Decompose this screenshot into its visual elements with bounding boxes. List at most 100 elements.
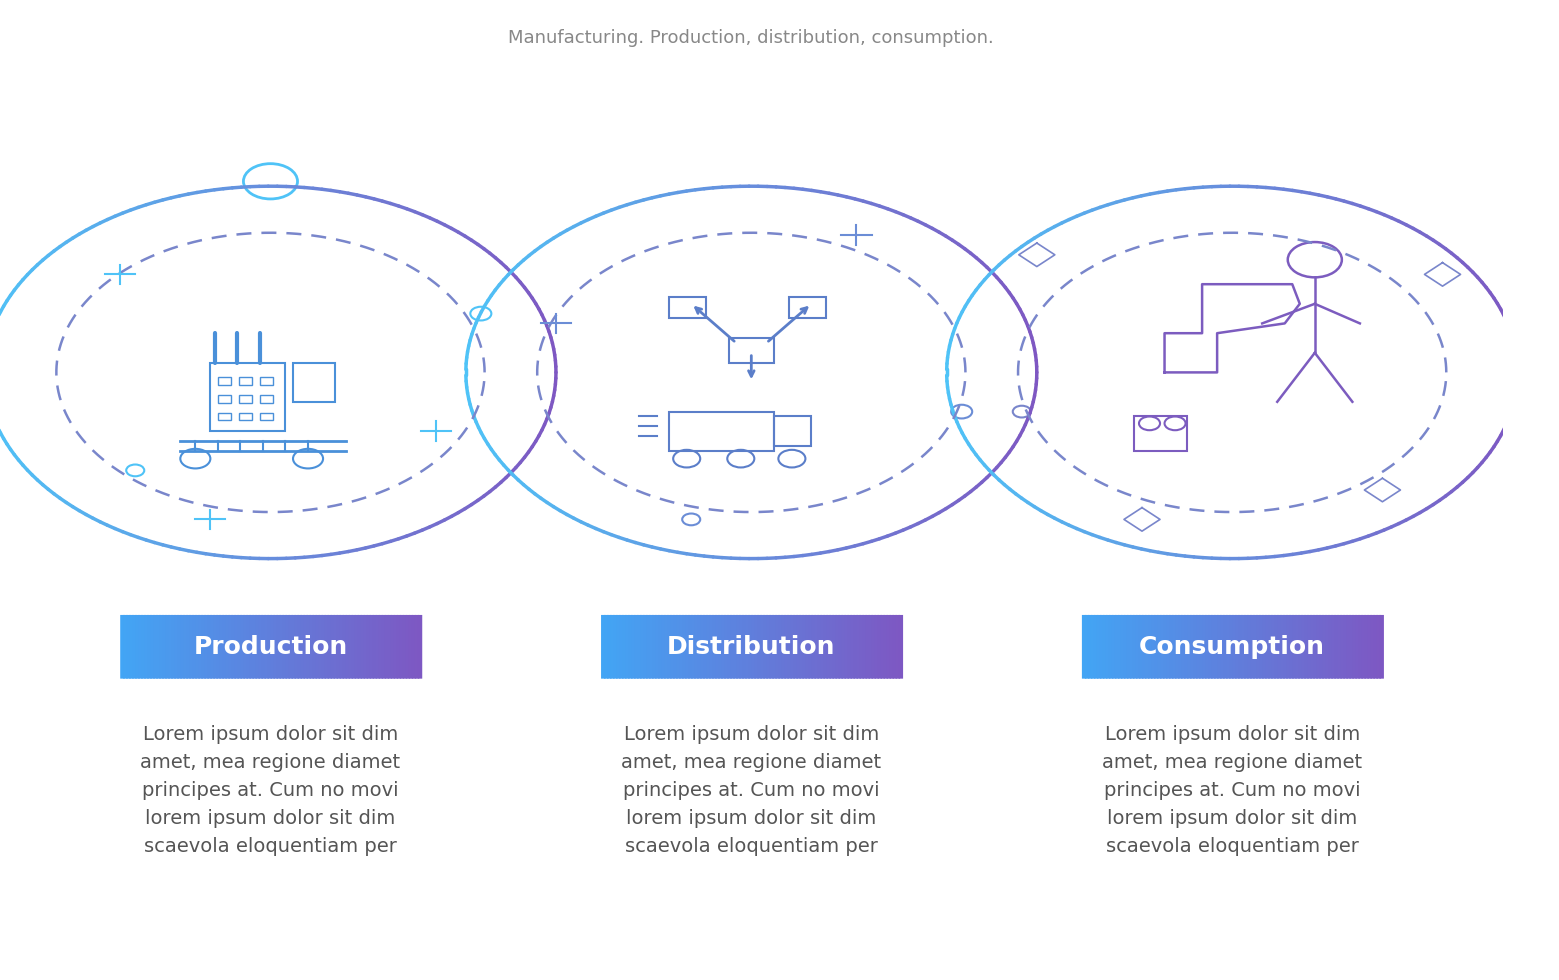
FancyBboxPatch shape xyxy=(240,615,245,678)
FancyBboxPatch shape xyxy=(288,615,293,678)
FancyBboxPatch shape xyxy=(1350,615,1353,678)
FancyBboxPatch shape xyxy=(207,615,212,678)
FancyBboxPatch shape xyxy=(709,615,714,678)
FancyBboxPatch shape xyxy=(722,615,726,678)
FancyBboxPatch shape xyxy=(616,615,620,678)
FancyBboxPatch shape xyxy=(1082,615,1087,678)
FancyBboxPatch shape xyxy=(745,615,750,678)
FancyBboxPatch shape xyxy=(139,615,143,678)
FancyBboxPatch shape xyxy=(282,615,287,678)
FancyBboxPatch shape xyxy=(292,615,296,678)
FancyBboxPatch shape xyxy=(171,615,176,678)
FancyBboxPatch shape xyxy=(820,615,825,678)
FancyBboxPatch shape xyxy=(726,615,731,678)
FancyBboxPatch shape xyxy=(210,615,215,678)
FancyBboxPatch shape xyxy=(217,615,221,678)
FancyBboxPatch shape xyxy=(1205,615,1210,678)
FancyBboxPatch shape xyxy=(1373,615,1378,678)
FancyBboxPatch shape xyxy=(312,615,316,678)
FancyBboxPatch shape xyxy=(142,615,145,678)
FancyBboxPatch shape xyxy=(871,615,876,678)
FancyBboxPatch shape xyxy=(748,615,753,678)
FancyBboxPatch shape xyxy=(352,615,355,678)
FancyBboxPatch shape xyxy=(270,615,274,678)
FancyBboxPatch shape xyxy=(733,615,737,678)
FancyBboxPatch shape xyxy=(686,615,689,678)
FancyBboxPatch shape xyxy=(622,615,627,678)
FancyBboxPatch shape xyxy=(259,615,263,678)
FancyBboxPatch shape xyxy=(884,615,889,678)
FancyBboxPatch shape xyxy=(1101,615,1104,678)
FancyBboxPatch shape xyxy=(363,615,368,678)
FancyBboxPatch shape xyxy=(1202,615,1207,678)
FancyBboxPatch shape xyxy=(1085,615,1090,678)
FancyBboxPatch shape xyxy=(742,615,747,678)
FancyBboxPatch shape xyxy=(357,615,362,678)
FancyBboxPatch shape xyxy=(694,615,698,678)
FancyBboxPatch shape xyxy=(1112,615,1116,678)
FancyBboxPatch shape xyxy=(268,615,271,678)
FancyBboxPatch shape xyxy=(875,615,879,678)
FancyBboxPatch shape xyxy=(865,615,870,678)
FancyBboxPatch shape xyxy=(1322,615,1327,678)
FancyBboxPatch shape xyxy=(641,615,644,678)
FancyBboxPatch shape xyxy=(736,615,741,678)
FancyBboxPatch shape xyxy=(1182,615,1185,678)
FancyBboxPatch shape xyxy=(1358,615,1363,678)
FancyBboxPatch shape xyxy=(1244,615,1249,678)
FancyBboxPatch shape xyxy=(1257,615,1261,678)
FancyBboxPatch shape xyxy=(1296,615,1300,678)
FancyBboxPatch shape xyxy=(1347,615,1350,678)
FancyBboxPatch shape xyxy=(1193,615,1197,678)
FancyBboxPatch shape xyxy=(1308,615,1311,678)
FancyBboxPatch shape xyxy=(1118,615,1122,678)
FancyBboxPatch shape xyxy=(1352,615,1356,678)
FancyBboxPatch shape xyxy=(276,615,281,678)
FancyBboxPatch shape xyxy=(803,615,808,678)
FancyBboxPatch shape xyxy=(848,615,851,678)
FancyBboxPatch shape xyxy=(415,615,419,678)
FancyBboxPatch shape xyxy=(691,615,695,678)
FancyBboxPatch shape xyxy=(126,615,131,678)
FancyBboxPatch shape xyxy=(1344,615,1349,678)
FancyBboxPatch shape xyxy=(1238,615,1243,678)
Text: Consumption: Consumption xyxy=(1140,635,1325,659)
FancyBboxPatch shape xyxy=(1277,615,1281,678)
FancyBboxPatch shape xyxy=(220,615,224,678)
FancyBboxPatch shape xyxy=(327,615,332,678)
FancyBboxPatch shape xyxy=(712,615,717,678)
FancyBboxPatch shape xyxy=(1361,615,1366,678)
FancyBboxPatch shape xyxy=(285,615,290,678)
FancyBboxPatch shape xyxy=(145,615,148,678)
FancyBboxPatch shape xyxy=(839,615,843,678)
FancyBboxPatch shape xyxy=(829,615,834,678)
Text: Lorem ipsum dolor sit dim
amet, mea regione diamet
principes at. Cum no movi
lor: Lorem ipsum dolor sit dim amet, mea regi… xyxy=(1102,725,1363,857)
FancyBboxPatch shape xyxy=(700,615,705,678)
FancyBboxPatch shape xyxy=(1228,615,1233,678)
FancyBboxPatch shape xyxy=(253,615,257,678)
FancyBboxPatch shape xyxy=(613,615,617,678)
FancyBboxPatch shape xyxy=(1196,615,1200,678)
FancyBboxPatch shape xyxy=(868,615,873,678)
FancyBboxPatch shape xyxy=(1179,615,1183,678)
FancyBboxPatch shape xyxy=(800,615,804,678)
FancyBboxPatch shape xyxy=(1115,615,1119,678)
FancyBboxPatch shape xyxy=(758,615,762,678)
FancyBboxPatch shape xyxy=(658,615,663,678)
FancyBboxPatch shape xyxy=(165,615,170,678)
FancyBboxPatch shape xyxy=(1151,615,1155,678)
FancyBboxPatch shape xyxy=(315,615,320,678)
FancyBboxPatch shape xyxy=(379,615,384,678)
FancyBboxPatch shape xyxy=(343,615,348,678)
FancyBboxPatch shape xyxy=(673,615,678,678)
FancyBboxPatch shape xyxy=(890,615,893,678)
FancyBboxPatch shape xyxy=(1380,615,1384,678)
FancyBboxPatch shape xyxy=(887,615,892,678)
FancyBboxPatch shape xyxy=(340,615,345,678)
FancyBboxPatch shape xyxy=(1367,615,1372,678)
FancyBboxPatch shape xyxy=(123,615,128,678)
FancyBboxPatch shape xyxy=(388,615,393,678)
FancyBboxPatch shape xyxy=(817,615,822,678)
FancyBboxPatch shape xyxy=(376,615,380,678)
FancyBboxPatch shape xyxy=(635,615,639,678)
